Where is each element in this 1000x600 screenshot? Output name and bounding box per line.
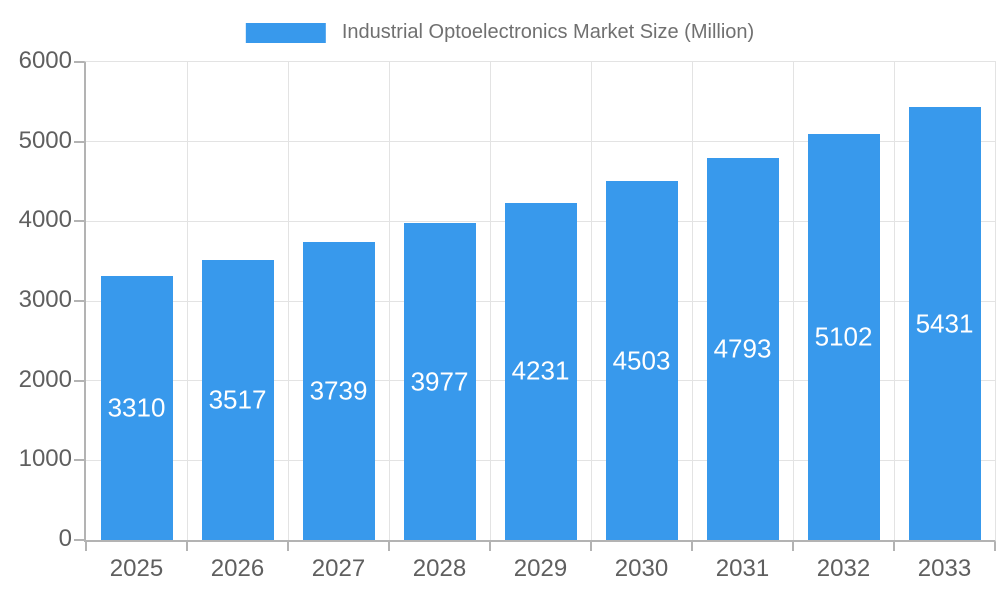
bar-2033: 5431 [908,107,981,540]
x-tick-mark [85,542,87,551]
y-tick-label: 2000 [18,365,72,393]
bar-2028: 3977 [403,223,476,540]
x-tick-label: 2028 [412,555,467,582]
y-tick-label: 5000 [18,126,72,154]
gridline-vertical [186,62,188,540]
x-tick-label: 2033 [917,555,972,582]
gridline-horizontal [86,141,995,143]
y-tick-mark [74,300,84,302]
y-tick-mark [74,379,84,382]
gridline-vertical [388,62,390,540]
x-tick-label: 2029 [513,555,568,582]
bar-value-label: 3977 [410,366,469,397]
bar-value-label: 5431 [915,308,974,339]
gridline-vertical [489,62,491,540]
y-tick-mark [74,61,84,63]
legend-label: Industrial Optoelectronics Market Size (… [341,21,755,43]
gridline-vertical [893,62,895,540]
x-tick-label: 2026 [210,555,265,582]
x-tick-label: 2030 [614,555,669,582]
legend-item[interactable]: Industrial Optoelectronics Market Size (… [245,21,755,44]
y-tick-label: 6000 [18,47,72,74]
bar-2030: 4503 [605,181,678,540]
x-axis-labels: 2025 2026 2027 2028 2029 2030 2031 2032 2033 [86,555,995,586]
x-tick-mark [489,542,491,551]
gridline-vertical [792,62,794,540]
x-tick-mark [994,542,996,551]
legend-swatch [245,22,326,43]
bar-value-label: 4231 [511,355,570,386]
x-tick-mark [893,542,895,551]
gridline-vertical [691,62,693,540]
bar-value-label: 4793 [713,333,772,364]
bar-value-label: 3739 [309,375,368,406]
x-tick-label: 2027 [311,555,366,582]
x-tick-mark [388,542,390,551]
bar-value-label: 3517 [208,384,267,415]
x-tick-mark [287,542,289,551]
y-tick-label: 4000 [18,206,72,234]
y-tick-mark [74,140,84,143]
y-tick-mark [74,220,84,223]
y-tick-mark [74,459,84,462]
x-tick-label: 2025 [109,555,164,582]
gridline-vertical [287,62,289,540]
y-tick-label: 3000 [18,286,72,313]
bar-value-label: 4503 [612,345,671,376]
bar-2029: 4231 [504,202,577,540]
bar-2027: 3739 [302,242,375,540]
bar-value-label: 3310 [107,392,166,423]
bar-2025: 3310 [100,276,173,540]
x-tick-mark [590,542,592,551]
x-tick-label: 2032 [816,555,871,582]
y-tick-label: 0 [58,525,72,552]
plot-area: 3310 3517 3739 3977 4231 4503 4793 5102 5431 [74,61,996,551]
bar-2032: 5102 [807,133,880,540]
y-axis-labels: 0 1000 2000 3000 4000 5000 6000 [0,49,72,551]
gridline-vertical [590,62,592,540]
x-tick-mark [186,542,188,551]
bar-value-label: 5102 [814,321,873,352]
x-tick-mark [691,542,693,551]
x-tick-mark [792,542,794,551]
bar-2031: 4793 [706,158,779,540]
y-tick-mark [74,539,84,541]
x-tick-label: 2031 [715,555,770,582]
y-tick-label: 1000 [18,445,72,473]
bar-2026: 3517 [201,259,274,540]
